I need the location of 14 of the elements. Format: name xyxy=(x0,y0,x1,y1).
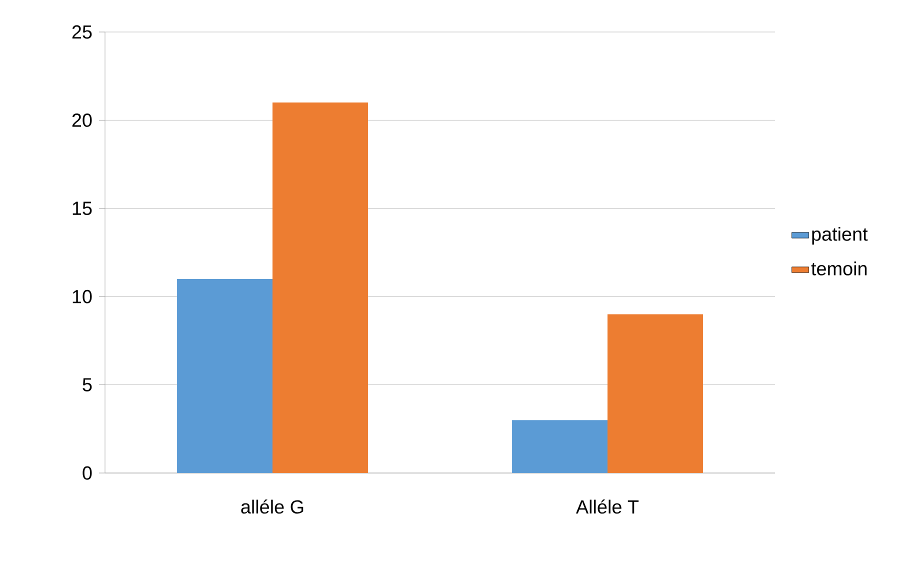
legend-label: patient xyxy=(812,226,868,245)
y-tick-label: 10 xyxy=(72,290,92,304)
y-tick-label: 15 xyxy=(72,202,92,216)
x-tick-label: alléle G xyxy=(241,500,304,514)
y-tick-label: 0 xyxy=(82,466,92,480)
y-tick-label: 25 xyxy=(72,25,92,39)
bar xyxy=(608,314,703,473)
legend-label: temoin xyxy=(811,261,867,276)
y-tick-label: 20 xyxy=(72,113,92,127)
bar xyxy=(177,278,272,473)
y-tick-label: 5 xyxy=(82,378,92,392)
bar xyxy=(272,102,368,473)
bar xyxy=(512,420,608,473)
x-tick-label: Alléle T xyxy=(576,500,639,514)
